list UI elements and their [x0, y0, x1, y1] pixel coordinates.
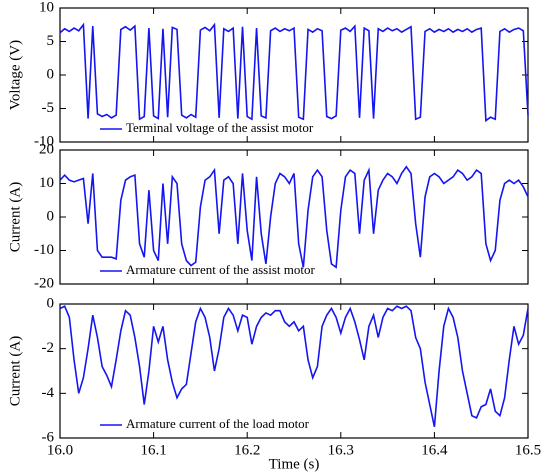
y-axis-label: Current (A): [7, 182, 23, 252]
x-tick-label: 16.0: [47, 442, 73, 458]
legend-label: Armature current of the load motor: [126, 416, 310, 431]
x-tick-label: 16.5: [515, 442, 541, 458]
y-axis-label: Current (A): [7, 336, 23, 406]
y-axis-label: Voltage (V): [7, 40, 23, 110]
y-tick-label: 0: [47, 66, 55, 82]
y-tick-label: -20: [34, 275, 54, 291]
y-tick-label: -10: [34, 133, 54, 149]
x-tick-label: 16.2: [234, 442, 260, 458]
y-tick-label: -5: [42, 100, 55, 116]
data-line: [59, 165, 529, 269]
y-tick-label: -10: [34, 242, 54, 258]
y-tick-label: 20: [39, 141, 54, 157]
y-tick-label: 0: [47, 208, 55, 224]
y-tick-label: 10: [39, 0, 54, 15]
x-tick-label: 16.3: [328, 442, 354, 458]
data-line: [59, 305, 529, 427]
y-tick-label: -2: [42, 340, 55, 356]
legend-label: Armature current of the assist motor: [126, 262, 315, 277]
y-tick-label: -6: [42, 429, 55, 445]
y-tick-label: 10: [39, 175, 54, 191]
x-axis-label: Time (s): [269, 456, 320, 472]
y-tick-label: 0: [47, 295, 55, 311]
x-tick-label: 16.1: [140, 442, 166, 458]
plot-frame: [59, 303, 529, 439]
data-line: [59, 22, 529, 123]
x-tick-label: 16.4: [421, 442, 448, 458]
legend-label: Terminal voltage of the assist motor: [126, 120, 314, 135]
y-tick-label: 5: [47, 33, 55, 49]
y-tick-label: -4: [42, 385, 55, 401]
